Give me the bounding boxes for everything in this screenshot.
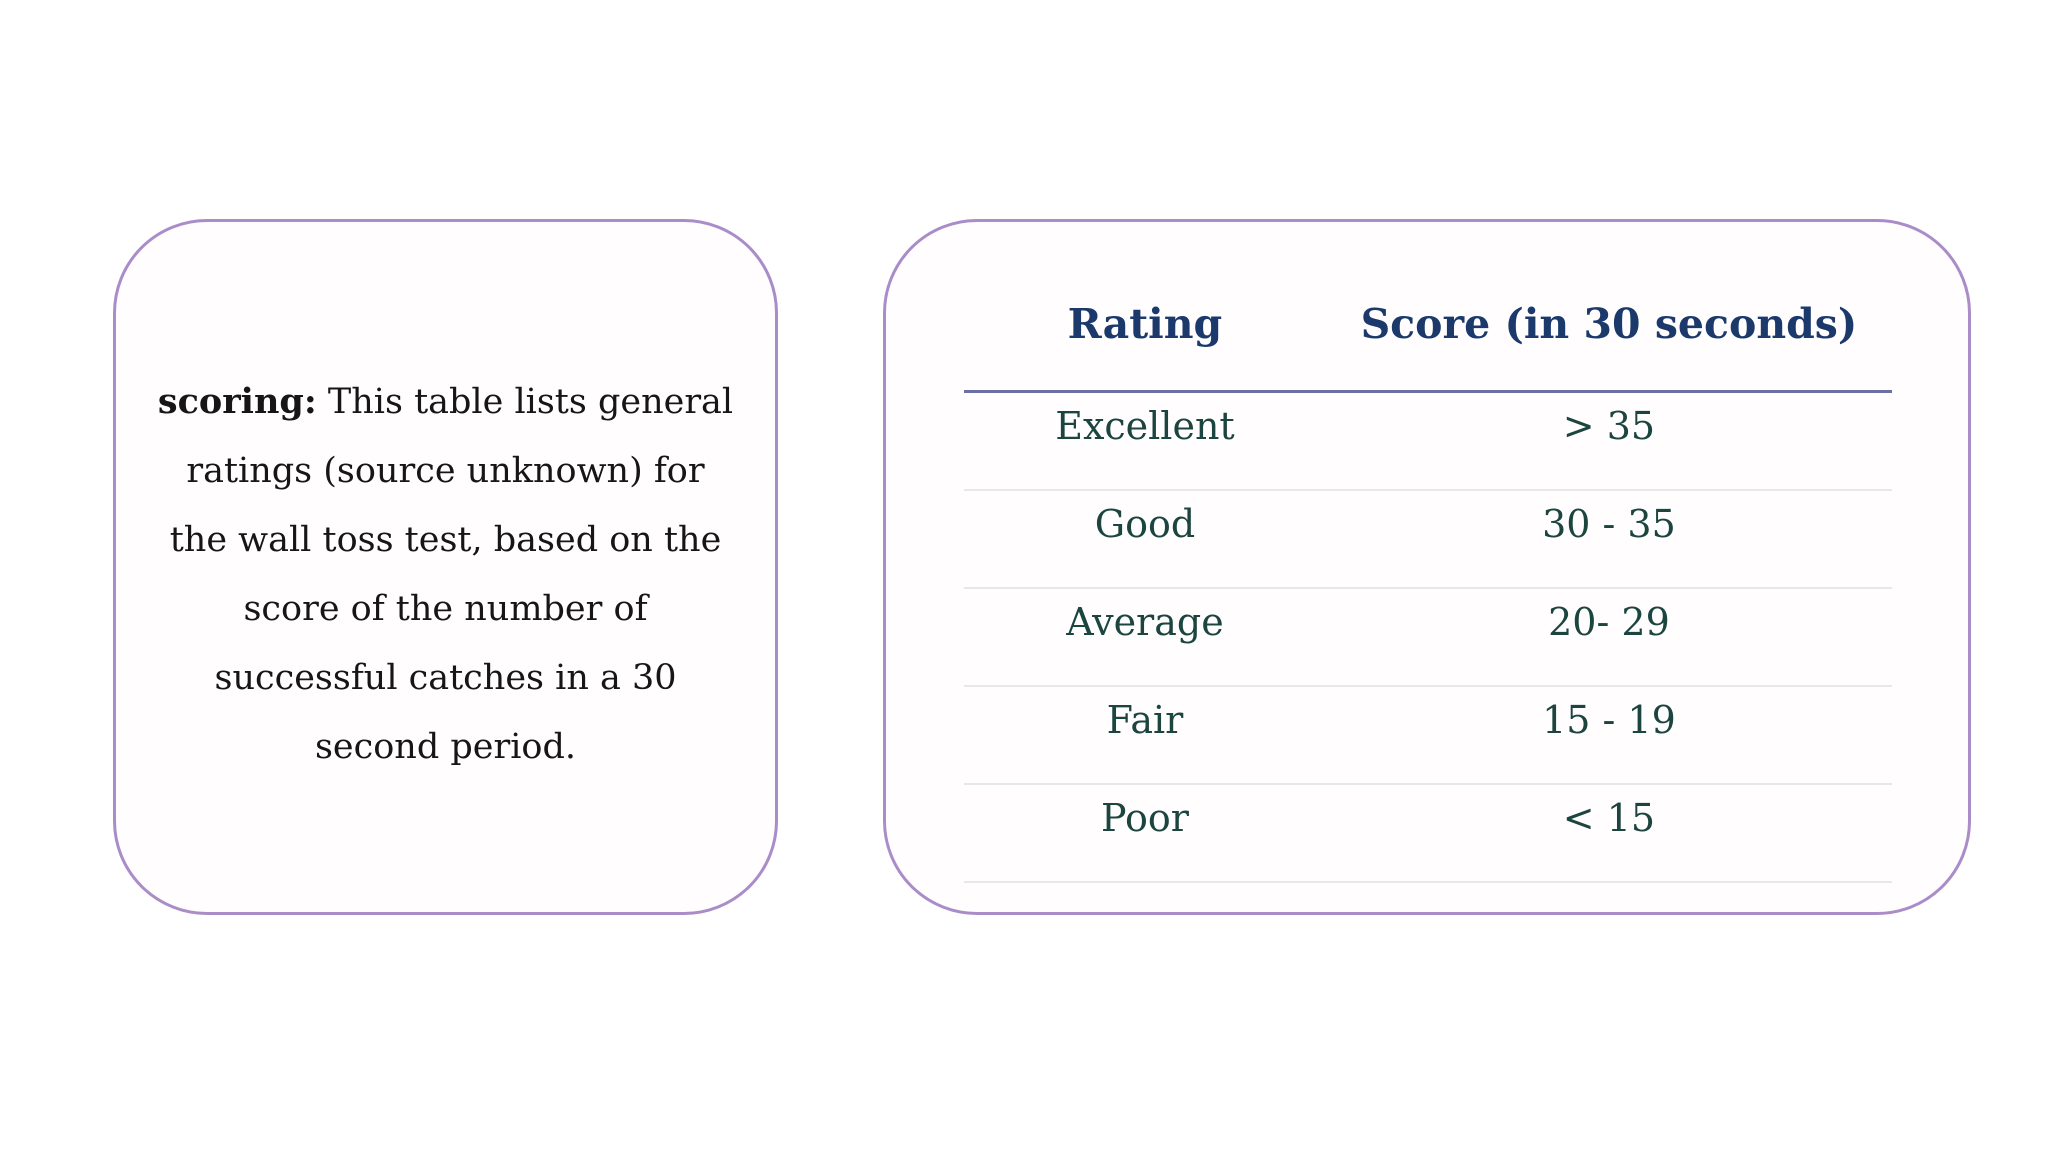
score-cell: 20- 29 — [1548, 600, 1670, 644]
rating-cell: Average — [1066, 600, 1224, 644]
description-line: score of the number of — [243, 588, 648, 629]
table-row: Poor < 15 — [964, 785, 1892, 883]
table-row: Average 20- 29 — [964, 589, 1892, 687]
table-row: Good 30 - 35 — [964, 491, 1892, 589]
header-divider — [964, 390, 1892, 393]
description-line: ratings (source unknown) for — [186, 450, 705, 491]
description-card: scoring: This table lists general rating… — [113, 219, 778, 915]
score-cell: 30 - 35 — [1542, 502, 1676, 546]
description-line: the wall toss test, based on the — [169, 519, 722, 560]
column-header-rating: Rating — [1067, 300, 1223, 348]
table-header-row: Rating Score (in 30 seconds) — [964, 222, 1892, 390]
score-table: Rating Score (in 30 seconds) Excellent >… — [964, 222, 1892, 883]
rating-cell: Good — [1094, 502, 1196, 546]
description-line: second period. — [314, 726, 577, 767]
score-cell: 15 - 19 — [1542, 698, 1676, 742]
description-lead: scoring: — [157, 380, 317, 422]
rating-cell: Fair — [1106, 698, 1184, 742]
rating-cell: Poor — [1100, 796, 1189, 840]
column-header-score: Score (in 30 seconds) — [1360, 300, 1858, 348]
score-table-card: Rating Score (in 30 seconds) Excellent >… — [883, 219, 1971, 915]
score-cell: < 15 — [1562, 796, 1656, 840]
rating-cell: Excellent — [1055, 404, 1235, 448]
score-cell: > 35 — [1562, 404, 1656, 448]
description-text: scoring: This table lists general rating… — [116, 367, 775, 782]
table-row: Fair 15 - 19 — [964, 687, 1892, 785]
table-row: Excellent > 35 — [964, 393, 1892, 491]
description-line: successful catches in a 30 — [214, 657, 677, 698]
description-line: scoring: This table lists general — [138, 367, 753, 437]
description-line1-rest: This table lists general — [316, 381, 734, 422]
